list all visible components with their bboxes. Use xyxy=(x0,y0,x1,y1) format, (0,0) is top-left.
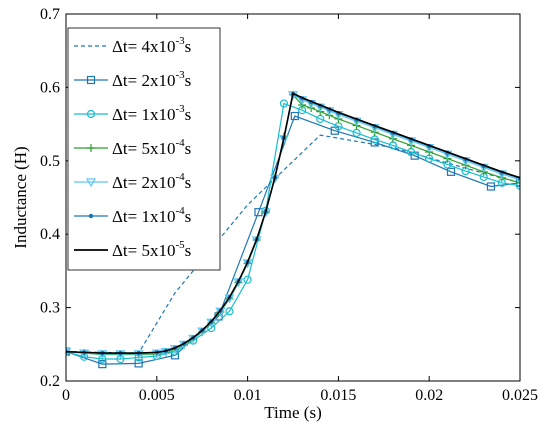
axes: 0 0.005 0.01 0.015 0.02 0.025 0.2 0.3 0.4 0.5 0.6 0… xyxy=(40,6,538,404)
legend-label: Δt= 2x10-4s xyxy=(112,171,191,192)
data-point xyxy=(290,111,299,121)
legend-entry-1: Δt= 2x10-3s xyxy=(74,69,191,90)
x-tick-label: 0.02 xyxy=(415,387,443,404)
series-line xyxy=(66,115,520,365)
data-point xyxy=(514,176,520,186)
y-tick-label: 0.7 xyxy=(40,6,60,23)
data-point xyxy=(243,275,252,284)
legend-entry-3: Δt= 5x10-4s xyxy=(74,137,191,158)
y-tick-label: 0.2 xyxy=(40,373,60,390)
series-line xyxy=(66,134,520,354)
series-0 xyxy=(66,134,520,354)
x-tick-label: 0.01 xyxy=(234,387,262,404)
legend-entry-0: Δt= 4x10-3s xyxy=(74,35,191,56)
legend-label: Δt= 1x10-4s xyxy=(112,205,191,226)
data-point xyxy=(233,278,244,288)
legend-box xyxy=(67,27,221,271)
y-tick-label: 0.4 xyxy=(40,226,60,243)
data-point xyxy=(225,307,234,316)
y-tick-label: 0.5 xyxy=(40,153,60,170)
legend-label: Δt= 4x10-3s xyxy=(112,35,191,56)
legend-label: Δt= 1x10-3s xyxy=(112,103,191,124)
legend: Δt= 4x10-3s Δt= 2x10-3s Δt= 1x10-3s Δt= 5x1… xyxy=(67,27,221,271)
data-point xyxy=(79,349,90,359)
data-point xyxy=(98,360,107,369)
x-axis-title: Time (s) xyxy=(264,403,321,422)
data-point xyxy=(486,182,496,191)
legend-marker xyxy=(87,144,95,152)
data-point xyxy=(133,350,144,360)
legend-entry-2: Δt= 1x10-3s xyxy=(74,103,191,124)
data-point xyxy=(151,349,162,359)
legend-entry-5: Δt= 1x10-4s xyxy=(74,205,191,226)
y-axis-title: Inductance (H) xyxy=(11,146,30,248)
legend-marker xyxy=(86,109,96,119)
x-tick-label: 0.005 xyxy=(139,387,175,404)
data-point xyxy=(134,359,143,368)
legend-marker xyxy=(85,178,97,188)
x-tick-label: 0.015 xyxy=(320,387,356,404)
data-point xyxy=(515,181,520,190)
legend-label: Δt= 5x10-5s xyxy=(112,239,191,260)
data-point xyxy=(516,178,520,187)
data-point xyxy=(224,294,235,304)
x-tick-label: 0.025 xyxy=(502,387,538,404)
legend-marker xyxy=(88,213,94,219)
series-line xyxy=(66,92,520,354)
y-tick-label: 0.3 xyxy=(40,300,60,317)
data-point xyxy=(115,350,126,360)
legend-label: Δt= 5x10-4s xyxy=(112,137,191,158)
axes-frame xyxy=(65,13,521,382)
data-point xyxy=(242,259,253,269)
legend-entry-4: Δt= 2x10-4s xyxy=(74,171,191,192)
data-point xyxy=(279,99,289,108)
legend-entry-6: Δt= 5x10-5s xyxy=(74,239,191,260)
plot-area xyxy=(66,90,520,369)
legend-marker xyxy=(86,75,96,85)
x-tick-label: 0 xyxy=(62,387,70,404)
data-point xyxy=(97,350,108,360)
data-point xyxy=(160,348,171,357)
legend-label: Δt= 2x10-3s xyxy=(112,69,191,90)
data-point xyxy=(446,167,456,176)
y-tick-label: 0.6 xyxy=(40,79,60,96)
series-6 xyxy=(66,92,520,354)
